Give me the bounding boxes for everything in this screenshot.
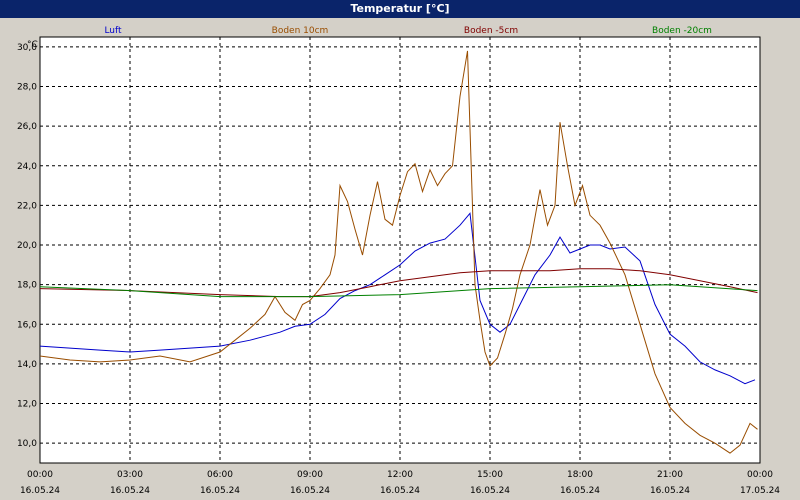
x-tick-label-date: 16.05.24 xyxy=(380,486,420,496)
y-axis-label: °C xyxy=(27,40,38,50)
y-tick-label: 26,0 xyxy=(17,122,37,132)
x-tick-label-time: 06:00 xyxy=(207,470,233,480)
y-tick-label: 22,0 xyxy=(17,201,37,211)
legend-entry: Boden 10cm xyxy=(272,26,329,36)
x-tick-label-time: 00:00 xyxy=(27,470,53,480)
y-tick-label: 16,0 xyxy=(17,320,37,330)
x-tick-label-time: 18:00 xyxy=(567,470,593,480)
x-tick-label-date: 16.05.24 xyxy=(290,486,330,496)
x-tick-label-date: 16.05.24 xyxy=(650,486,690,496)
y-tick-label: 24,0 xyxy=(17,162,37,172)
x-tick-label-date: 16.05.24 xyxy=(110,486,150,496)
series-line xyxy=(39,50,758,454)
x-tick-label-date: 16.05.24 xyxy=(200,486,240,496)
y-tick-label: 10,0 xyxy=(17,439,37,449)
legend-entry: Boden -20cm xyxy=(652,26,712,36)
y-tick-label: 12,0 xyxy=(17,400,37,410)
x-tick-label-date: 16.05.24 xyxy=(560,486,600,496)
x-tick-label-time: 03:00 xyxy=(117,470,143,480)
x-tick-label-time: 12:00 xyxy=(387,470,413,480)
y-tick-label: 14,0 xyxy=(17,360,37,370)
x-tick-label-time: 15:00 xyxy=(477,470,503,480)
x-tick-label-date: 17.05.24 xyxy=(740,486,780,496)
series-line xyxy=(39,212,756,385)
y-tick-label: 28,0 xyxy=(17,83,37,93)
x-tick-label-time: 21:00 xyxy=(657,470,683,480)
x-tick-label-time: 00:00 xyxy=(747,470,773,480)
x-tick-label-time: 09:00 xyxy=(297,470,323,480)
chart-title-bar: Temperatur [°C] xyxy=(0,0,800,18)
x-tick-label-date: 16.05.24 xyxy=(20,486,60,496)
y-tick-label: 20,0 xyxy=(17,241,37,251)
legend-entry: Luft xyxy=(104,26,122,36)
y-tick-label: 30,0 xyxy=(17,43,37,53)
x-tick-label-date: 16.05.24 xyxy=(470,486,510,496)
legend-entry: Boden -5cm xyxy=(464,26,518,36)
series-line xyxy=(39,284,758,298)
y-tick-label: 18,0 xyxy=(17,281,37,291)
chart-title: Temperatur [°C] xyxy=(350,2,450,15)
